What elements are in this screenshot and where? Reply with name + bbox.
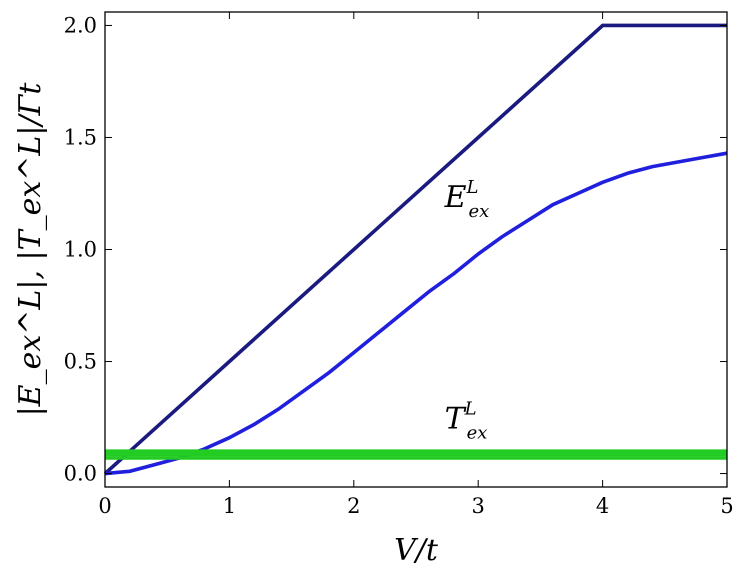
y-tick-label: 1.5	[64, 125, 97, 149]
annotation-label-2: TL ex	[445, 399, 488, 444]
x-tick-label: 2	[347, 494, 360, 518]
plot-lines	[103, 23, 728, 476]
series-line-1	[103, 23, 727, 475]
annotation-label-1: EL ex	[444, 177, 490, 222]
y-axis-label: |E_ex^L|, |T_ex^L|/Γt	[13, 82, 48, 417]
y-tick-label: 1.0	[64, 238, 97, 262]
x-tick-label: 3	[472, 494, 485, 518]
axis-tick-labels: 0 1 2 3 4 5 0.0 0.5 1.0 1.5 2.0	[64, 13, 734, 518]
y-tick-label: 0.5	[64, 350, 97, 374]
x-tick-label: 1	[223, 494, 236, 518]
series-line-2	[104, 151, 728, 476]
plot-frame	[104, 11, 728, 488]
y-tick-label: 2.0	[64, 13, 97, 37]
axis-ticks	[104, 12, 728, 487]
x-tick-label: 5	[720, 494, 733, 518]
x-axis-label: V/t	[394, 533, 439, 568]
y-tick-label: 0.0	[64, 462, 97, 486]
plot-annotations: EL ex TL ex	[444, 177, 490, 444]
x-tick-label: 0	[98, 494, 111, 518]
x-tick-label: 4	[596, 494, 609, 518]
axis-labels: V/t |E_ex^L|, |T_ex^L|/Γt	[13, 82, 439, 568]
